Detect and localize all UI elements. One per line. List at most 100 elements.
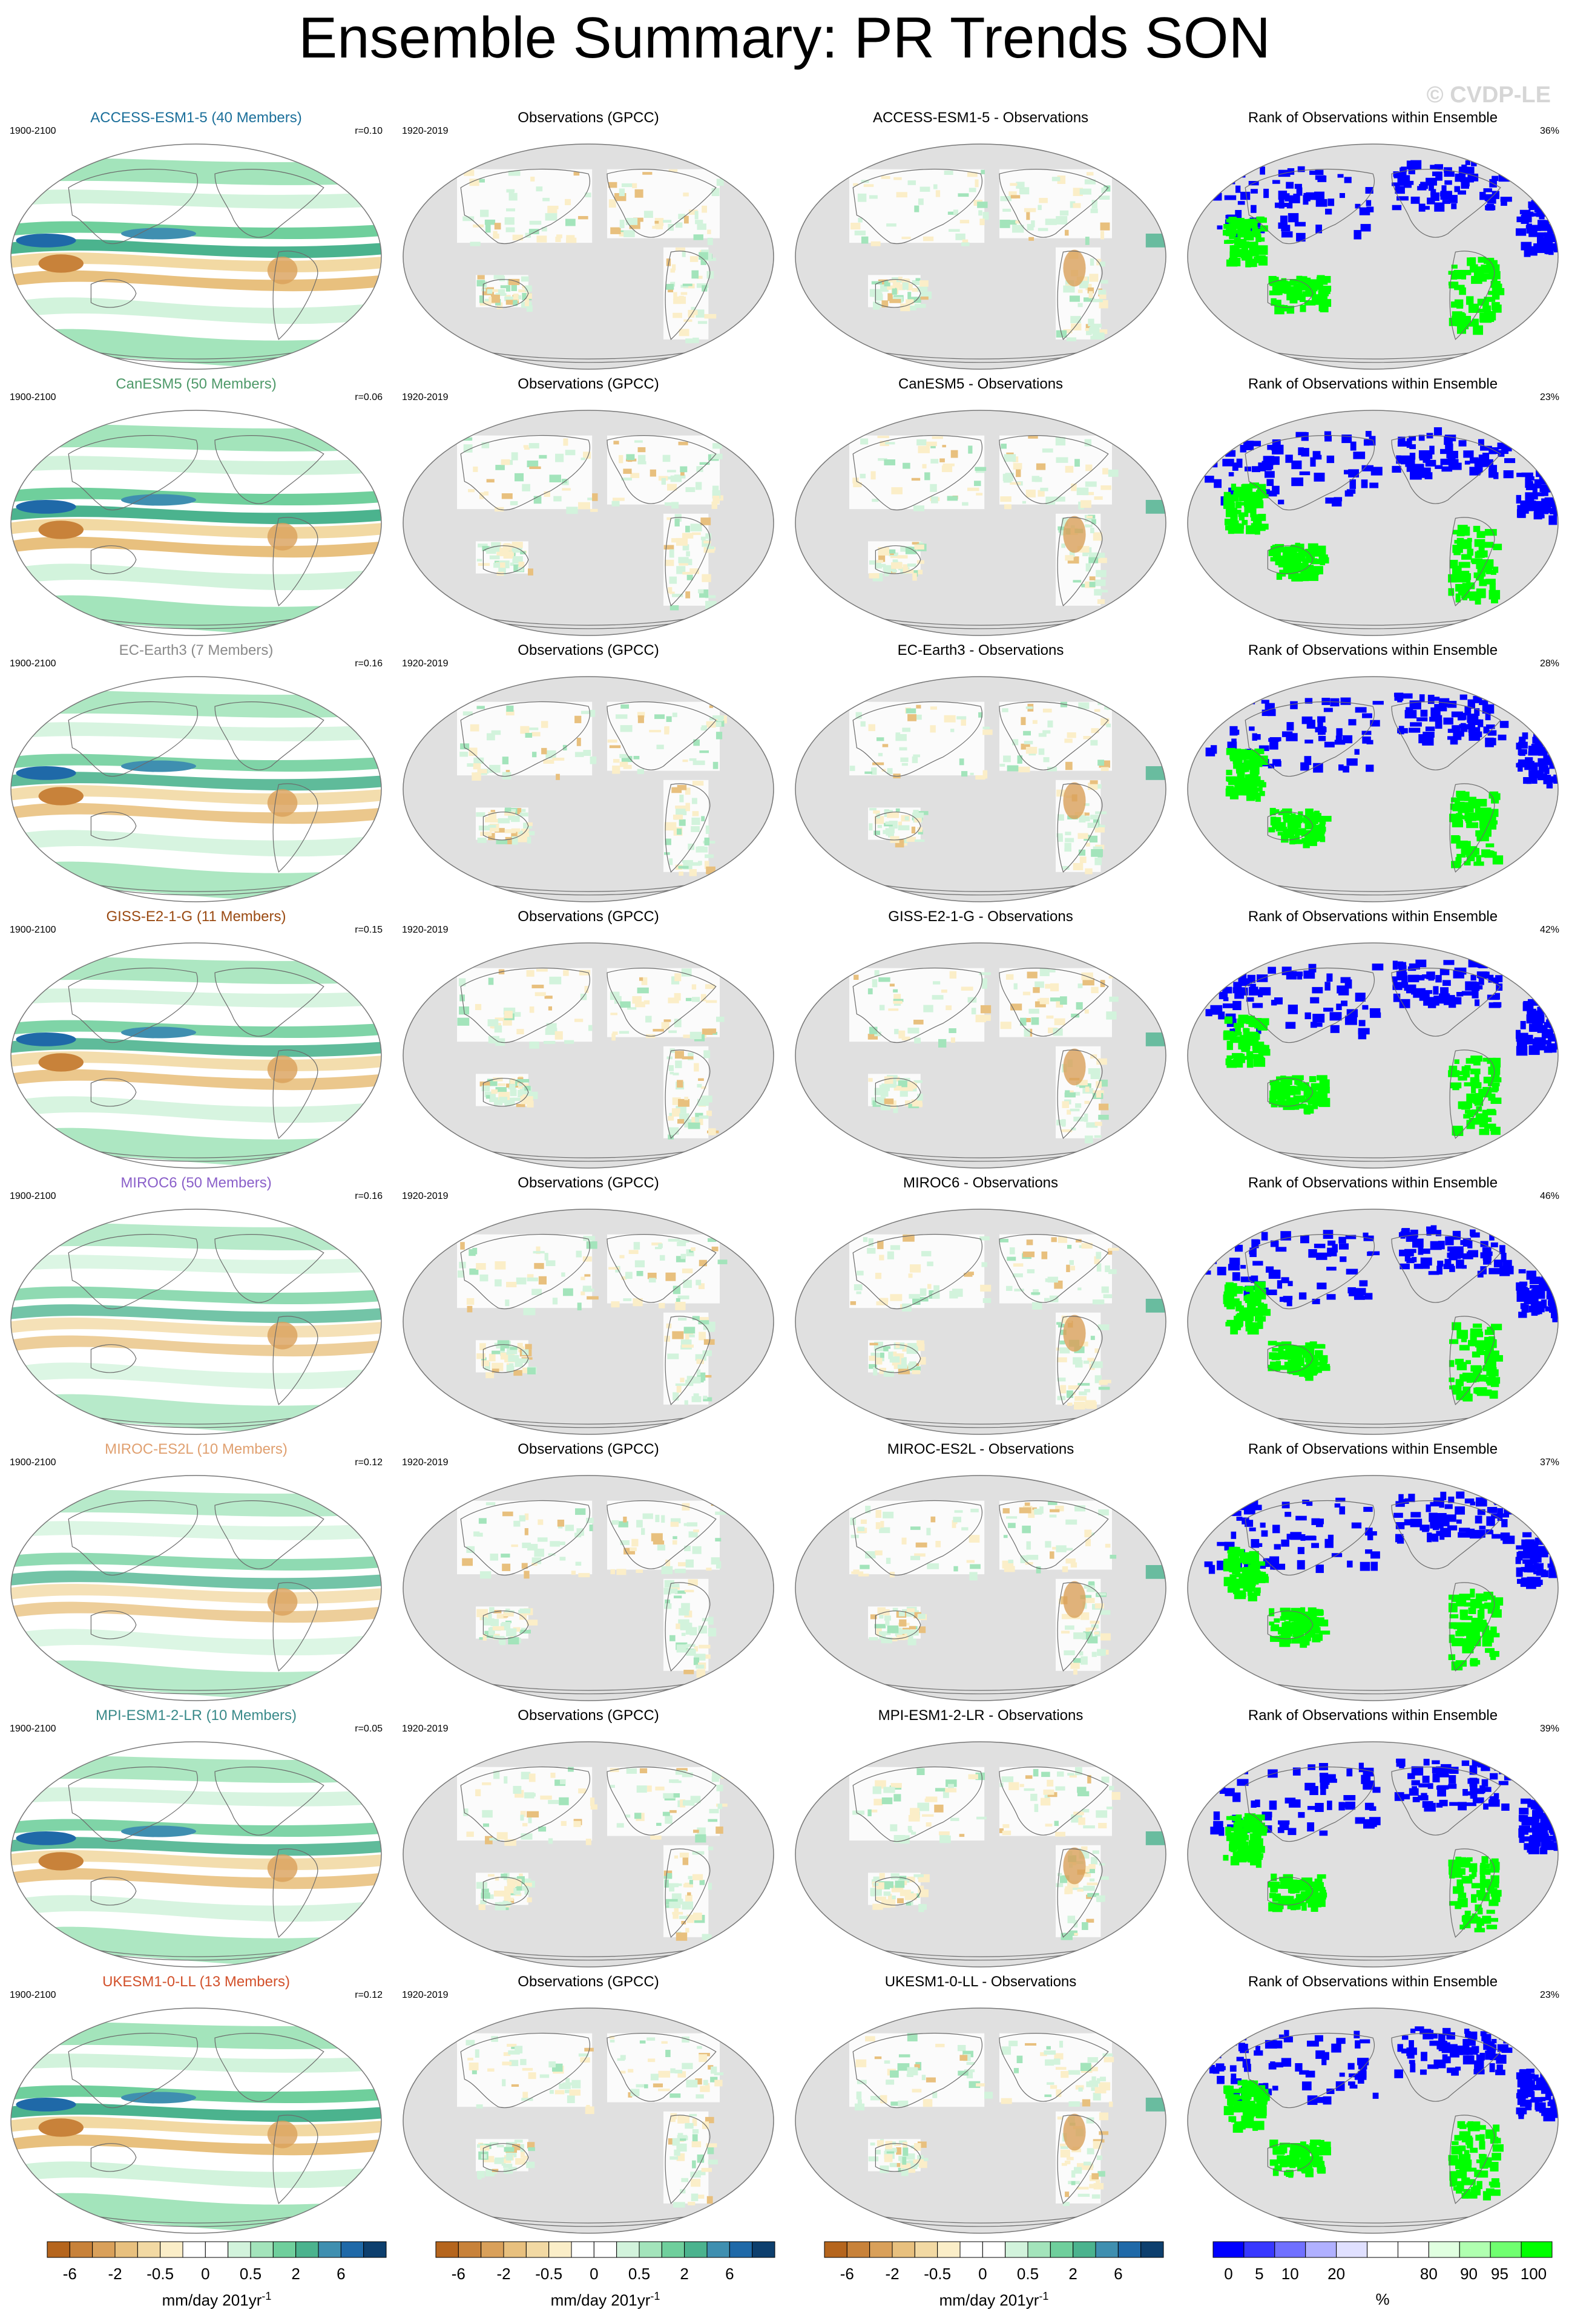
obs-map [403,1741,774,1968]
colorbar-swatch [959,2241,983,2258]
colorbar-swatch [228,2241,251,2258]
obs-map [403,2007,774,2234]
colorbar-tick-label: 0 [201,2265,210,2283]
colorbar-tick-label: 100 [1520,2265,1547,2283]
colorbar-swatch [914,2241,938,2258]
rank-percent-label: 46% [1539,1191,1559,1201]
obs-map [403,1209,774,1435]
obs-map [403,676,774,902]
colorbar-swatch [47,2241,70,2258]
colorbar-unit-text: mm/day 201yr [162,2291,262,2309]
obs-map [403,942,774,1169]
colorbar-tick-label: 10 [1281,2265,1299,2283]
colorbar-swatch [137,2241,161,2258]
model-map [10,143,382,370]
panel-rank: Rank of Observations within Ensemble 36% [1177,109,1569,375]
panel-model-title: MPI-ESM1-2-LR (10 Members) [95,1707,297,1724]
rank-map [1187,1475,1559,1701]
rank-map [1187,1209,1559,1435]
colorbar-swatch [1212,2241,1245,2258]
colorbar-unit: % [1195,2290,1569,2309]
panel-rank-title: Rank of Observations within Ensemble [1248,1441,1498,1457]
colorbar-tick-label: 0 [1224,2265,1233,2283]
colorbar-swatch [1459,2241,1491,2258]
colorbar-swatch [1490,2241,1522,2258]
colorbar-tick-label: 6 [337,2265,346,2283]
colorbar-tick-label: 0 [978,2265,987,2283]
colorbar-tick-label: -2 [885,2265,900,2283]
colorbar-tick-label: -6 [62,2265,77,2283]
colorbar-swatches [824,2241,1164,2258]
colorbar-swatch [182,2241,206,2258]
colorbar-swatch [160,2241,183,2258]
panel-obs-title: Observations (GPCC) [518,1441,659,1457]
correlation-label: r=0.10 [355,126,383,136]
period-label: 1920-2019 [402,392,449,402]
panel-rank: Rank of Observations within Ensemble 42% [1177,908,1569,1174]
rank-percent-label: 37% [1539,1457,1559,1468]
model-map [10,676,382,902]
panel-model-mean: ACCESS-ESM1-5 (40 Members) 1900-2100 r=0.1… [0,109,392,375]
colorbar-swatch [1367,2241,1398,2258]
period-label: 1900-2100 [10,1724,56,1734]
panel-model-title: MIROC-ES2L (10 Members) [105,1441,288,1457]
colorbar-tick-label: 6 [1114,2265,1123,2283]
colorbar-swatch [1428,2241,1460,2258]
colorbar-swatch [982,2241,1006,2258]
panel-obs-title: Observations (GPCC) [518,110,659,126]
colorbar-tick-label: -2 [496,2265,511,2283]
rank-percent-label: 42% [1539,925,1559,935]
watermark: © CVDP-LE [1426,82,1551,108]
panel-diff-title: MIROC6 - Observations [903,1175,1059,1191]
panel-rank: Rank of Observations within Ensemble 39% [1177,1707,1569,1973]
rank-map [1187,1741,1559,1968]
colorbar-swatch [525,2241,550,2258]
colorbar-swatch [1050,2241,1074,2258]
panel-obs-title: Observations (GPCC) [518,1707,659,1724]
colorbar-swatch [892,2241,915,2258]
period-label: 1900-2100 [10,1191,56,1201]
colorbar-swatch [435,2241,459,2258]
colorbar-swatch [1095,2241,1119,2258]
panel-model-title: ACCESS-ESM1-5 (40 Members) [90,110,302,126]
colorbar-swatch [616,2241,640,2258]
period-label: 1920-2019 [402,658,449,669]
panel-difference: MIROC6 - Observations [784,1174,1177,1440]
colorbar-tick-label: -2 [108,2265,122,2283]
colorbar-swatch [752,2241,775,2258]
colorbar-swatch [503,2241,527,2258]
colorbar-swatch [69,2241,93,2258]
colorbar-unit: mm/day 201yr-1 [418,2290,793,2310]
panel-model-mean: MPI-ESM1-2-LR (10 Members) 1900-2100 r=0.0… [0,1707,392,1973]
panel-observations: Observations (GPCC) 1920-2019 [392,109,784,375]
colorbar-swatch [1140,2241,1164,2258]
panel-difference: GISS-E2-1-G - Observations [784,908,1177,1174]
rank-percent-label: 28% [1539,658,1559,669]
panel-difference: UKESM1-0-LL - Observations [784,1973,1177,2239]
page-title: Ensemble Summary: PR Trends SON [298,5,1271,70]
correlation-label: r=0.16 [355,658,383,669]
colorbar-swatch [824,2241,847,2258]
period-label: 1920-2019 [402,1457,449,1468]
period-label: 1920-2019 [402,126,449,136]
panel-model-mean: UKESM1-0-LL (13 Members) 1900-2100 r=0.12 [0,1973,392,2239]
model-map [10,1741,382,1968]
colorbar-tick-label: 90 [1460,2265,1478,2283]
colorbar-tick-label: 2 [1068,2265,1077,2283]
correlation-label: r=0.15 [355,925,383,935]
rank-map [1187,143,1559,370]
diff-map [795,1741,1166,1968]
period-label: 1900-2100 [10,925,56,935]
period-label: 1920-2019 [402,1724,449,1734]
model-map [10,410,382,636]
panel-model-title: EC-Earth3 (7 Members) [119,642,274,658]
panel-observations: Observations (GPCC) 1920-2019 [392,1440,784,1707]
panel-observations: Observations (GPCC) 1920-2019 [392,908,784,1174]
panel-difference: MIROC-ES2L - Observations [784,1440,1177,1707]
colorbar-swatch [272,2241,297,2258]
colorbar-tick-label: 95 [1490,2265,1508,2283]
panel-rank-title: Rank of Observations within Ensemble [1248,642,1498,658]
panel-model-mean: MIROC-ES2L (10 Members) 1900-2100 r=0.12 [0,1440,392,1707]
rank-map [1187,410,1559,636]
colorbar-tick-label: 2 [291,2265,300,2283]
